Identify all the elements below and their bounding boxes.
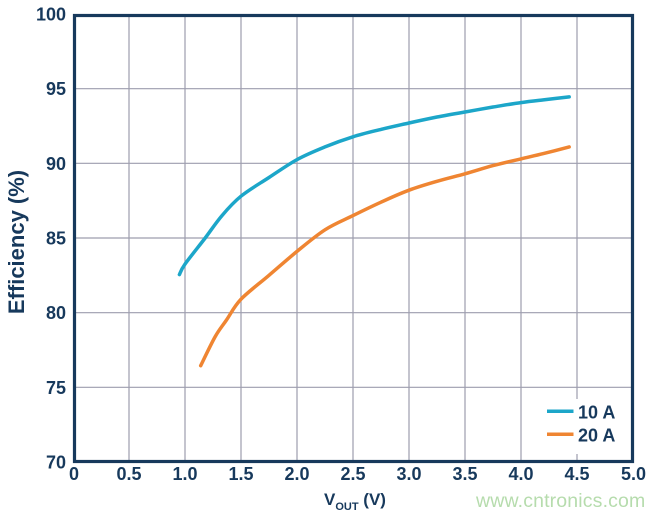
svg-text:95: 95 [46, 79, 66, 99]
svg-text:1.0: 1.0 [172, 464, 197, 484]
svg-text:0: 0 [69, 464, 79, 484]
svg-text:80: 80 [46, 303, 66, 323]
svg-text:85: 85 [46, 229, 66, 249]
svg-text:2.0: 2.0 [284, 464, 309, 484]
svg-text:5.0: 5.0 [621, 464, 646, 484]
svg-text:4.0: 4.0 [508, 464, 533, 484]
svg-text:Efficiency (%): Efficiency (%) [4, 170, 29, 314]
svg-text:2.5: 2.5 [340, 464, 365, 484]
svg-text:75: 75 [46, 378, 66, 398]
svg-text:90: 90 [46, 154, 66, 174]
svg-text:www.cntronics.com: www.cntronics.com [475, 490, 645, 512]
svg-text:10 A: 10 A [578, 403, 615, 423]
svg-text:4.5: 4.5 [564, 464, 589, 484]
svg-text:20 A: 20 A [578, 426, 615, 446]
svg-text:1.5: 1.5 [228, 464, 253, 484]
svg-text:3.0: 3.0 [396, 464, 421, 484]
svg-text:VOUT (V): VOUT (V) [324, 490, 386, 513]
svg-text:70: 70 [46, 453, 66, 473]
svg-text:3.5: 3.5 [452, 464, 477, 484]
svg-text:100: 100 [36, 5, 66, 25]
svg-text:0.5: 0.5 [116, 464, 141, 484]
